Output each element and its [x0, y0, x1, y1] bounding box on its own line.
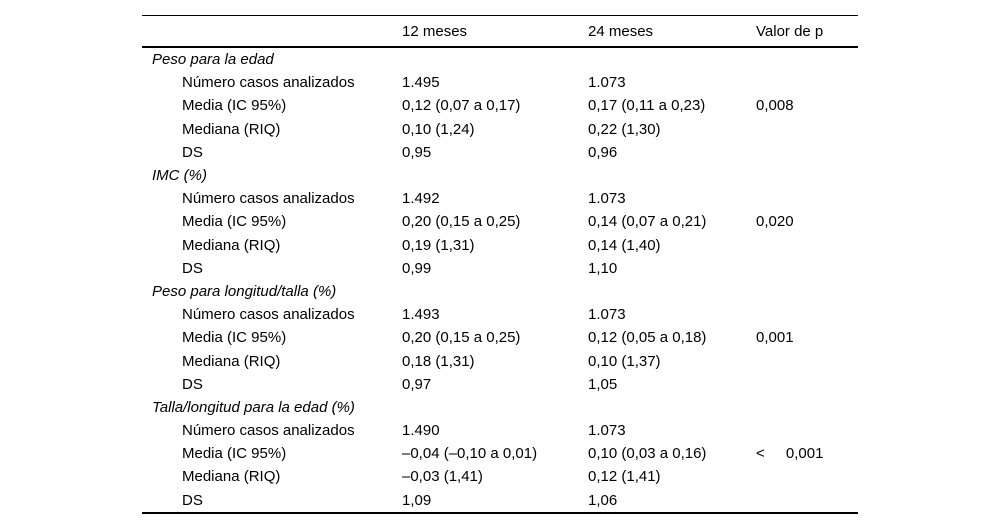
cell-24-meses: 0,12 (1,41): [588, 468, 661, 486]
row-label: DS: [182, 259, 203, 277]
row-label: Media (IC 95%): [182, 445, 287, 463]
table-row: Media (IC 95%) 0,20 (0,15 a 0,25) 0,12 (…: [142, 326, 858, 349]
row-label: DS: [182, 375, 203, 393]
row-label: DS: [182, 491, 203, 509]
cell-24-meses: 0,12 (0,05 a 0,18): [588, 329, 707, 347]
cell-24-meses: 1,10: [588, 259, 618, 277]
cell-24-meses: 0,14 (0,07 a 0,21): [588, 213, 707, 231]
table-row: Número casos analizados 1.495 1.073: [142, 71, 858, 94]
cell-12-meses: 0,20 (0,15 a 0,25): [402, 213, 521, 231]
cell-p-value: < 0,001: [756, 445, 824, 463]
cell-12-meses: 1,09: [402, 491, 432, 509]
cell-12-meses: 0,10 (1,24): [402, 120, 475, 138]
cell-24-meses: 1.073: [588, 190, 626, 208]
table-row: DS 0,99 1,10: [142, 257, 858, 280]
row-label: Media (IC 95%): [182, 97, 287, 115]
column-header-12-meses: 12 meses: [402, 22, 468, 40]
cell-p-value: 0,008: [756, 97, 794, 115]
row-label: Mediana (RIQ): [182, 120, 281, 138]
cell-12-meses: 0,97: [402, 375, 432, 393]
cell-12-meses: –0,04 (–0,10 a 0,01): [402, 445, 538, 463]
row-label: Media (IC 95%): [182, 329, 287, 347]
row-label: Mediana (RIQ): [182, 352, 281, 370]
table-row: Número casos analizados 1.490 1.073: [142, 419, 858, 442]
row-label: Número casos analizados: [182, 306, 355, 324]
cell-24-meses: 1.073: [588, 74, 626, 92]
table-row: Mediana (RIQ) 0,18 (1,31) 0,10 (1,37): [142, 349, 858, 372]
cell-24-meses: 0,96: [588, 143, 618, 161]
table-header-row: 12 meses 24 meses Valor de p: [142, 16, 858, 48]
cell-24-meses: 0,14 (1,40): [588, 236, 661, 254]
table-row: Mediana (RIQ) 0,10 (1,24) 0,22 (1,30): [142, 118, 858, 141]
cell-12-meses: 0,20 (0,15 a 0,25): [402, 329, 521, 347]
row-label: DS: [182, 143, 203, 161]
cell-24-meses: 0,17 (0,11 a 0,23): [588, 97, 706, 115]
section-title-row: Talla/longitud para la edad (%): [142, 396, 858, 419]
cell-24-meses: 1.073: [588, 306, 626, 324]
cell-12-meses: 0,95: [402, 143, 432, 161]
cell-24-meses: 0,22 (1,30): [588, 120, 661, 138]
row-label: Número casos analizados: [182, 422, 355, 440]
section-title-row: Peso para la edad: [142, 48, 858, 71]
row-label: Mediana (RIQ): [182, 468, 281, 486]
section-title: Peso para la edad: [152, 51, 274, 69]
cell-12-meses: 0,18 (1,31): [402, 352, 475, 370]
table-row: DS 1,09 1,06: [142, 489, 858, 512]
cell-12-meses: 1.490: [402, 422, 440, 440]
row-label: Número casos analizados: [182, 190, 355, 208]
table-row: Número casos analizados 1.493 1.073: [142, 303, 858, 326]
cell-p-value: 0,001: [756, 329, 794, 347]
table-row: Número casos analizados 1.492 1.073: [142, 187, 858, 210]
cell-12-meses: 0,12 (0,07 a 0,17): [402, 97, 521, 115]
cell-24-meses: 1,06: [588, 491, 618, 509]
section-title: Talla/longitud para la edad (%): [152, 398, 355, 416]
cell-12-meses: –0,03 (1,41): [402, 468, 483, 486]
cell-p-value: 0,020: [756, 213, 794, 231]
row-label: Media (IC 95%): [182, 213, 287, 231]
table-row: Mediana (RIQ) –0,03 (1,41) 0,12 (1,41): [142, 465, 858, 488]
table-row: Mediana (RIQ) 0,19 (1,31) 0,14 (1,40): [142, 234, 858, 257]
section-title: Peso para longitud/talla (%): [152, 282, 337, 300]
section-title-row: IMC (%): [142, 164, 858, 187]
cell-12-meses: 1.492: [402, 190, 440, 208]
statistics-table: 12 meses 24 meses Valor de p Peso para l…: [142, 15, 858, 514]
table-row: Media (IC 95%) 0,12 (0,07 a 0,17) 0,17 (…: [142, 94, 858, 117]
cell-12-meses: 1.493: [402, 306, 440, 324]
table-row: DS 0,95 0,96: [142, 141, 858, 164]
row-label: Mediana (RIQ): [182, 236, 281, 254]
table-row: Media (IC 95%) –0,04 (–0,10 a 0,01) 0,10…: [142, 442, 858, 465]
cell-12-meses: 0,99: [402, 259, 432, 277]
cell-24-meses: 1.073: [588, 422, 626, 440]
cell-24-meses: 1,05: [588, 375, 618, 393]
column-header-valor-de-p: Valor de p: [756, 22, 824, 40]
table-row: DS 0,97 1,05: [142, 373, 858, 396]
row-label: Número casos analizados: [182, 74, 355, 92]
cell-24-meses: 0,10 (0,03 a 0,16): [588, 445, 707, 463]
column-header-24-meses: 24 meses: [588, 22, 654, 40]
section-title: IMC (%): [152, 167, 207, 185]
table-row: Media (IC 95%) 0,20 (0,15 a 0,25) 0,14 (…: [142, 210, 858, 233]
cell-24-meses: 0,10 (1,37): [588, 352, 661, 370]
cell-12-meses: 0,19 (1,31): [402, 236, 475, 254]
section-title-row: Peso para longitud/talla (%): [142, 280, 858, 303]
cell-12-meses: 1.495: [402, 74, 440, 92]
